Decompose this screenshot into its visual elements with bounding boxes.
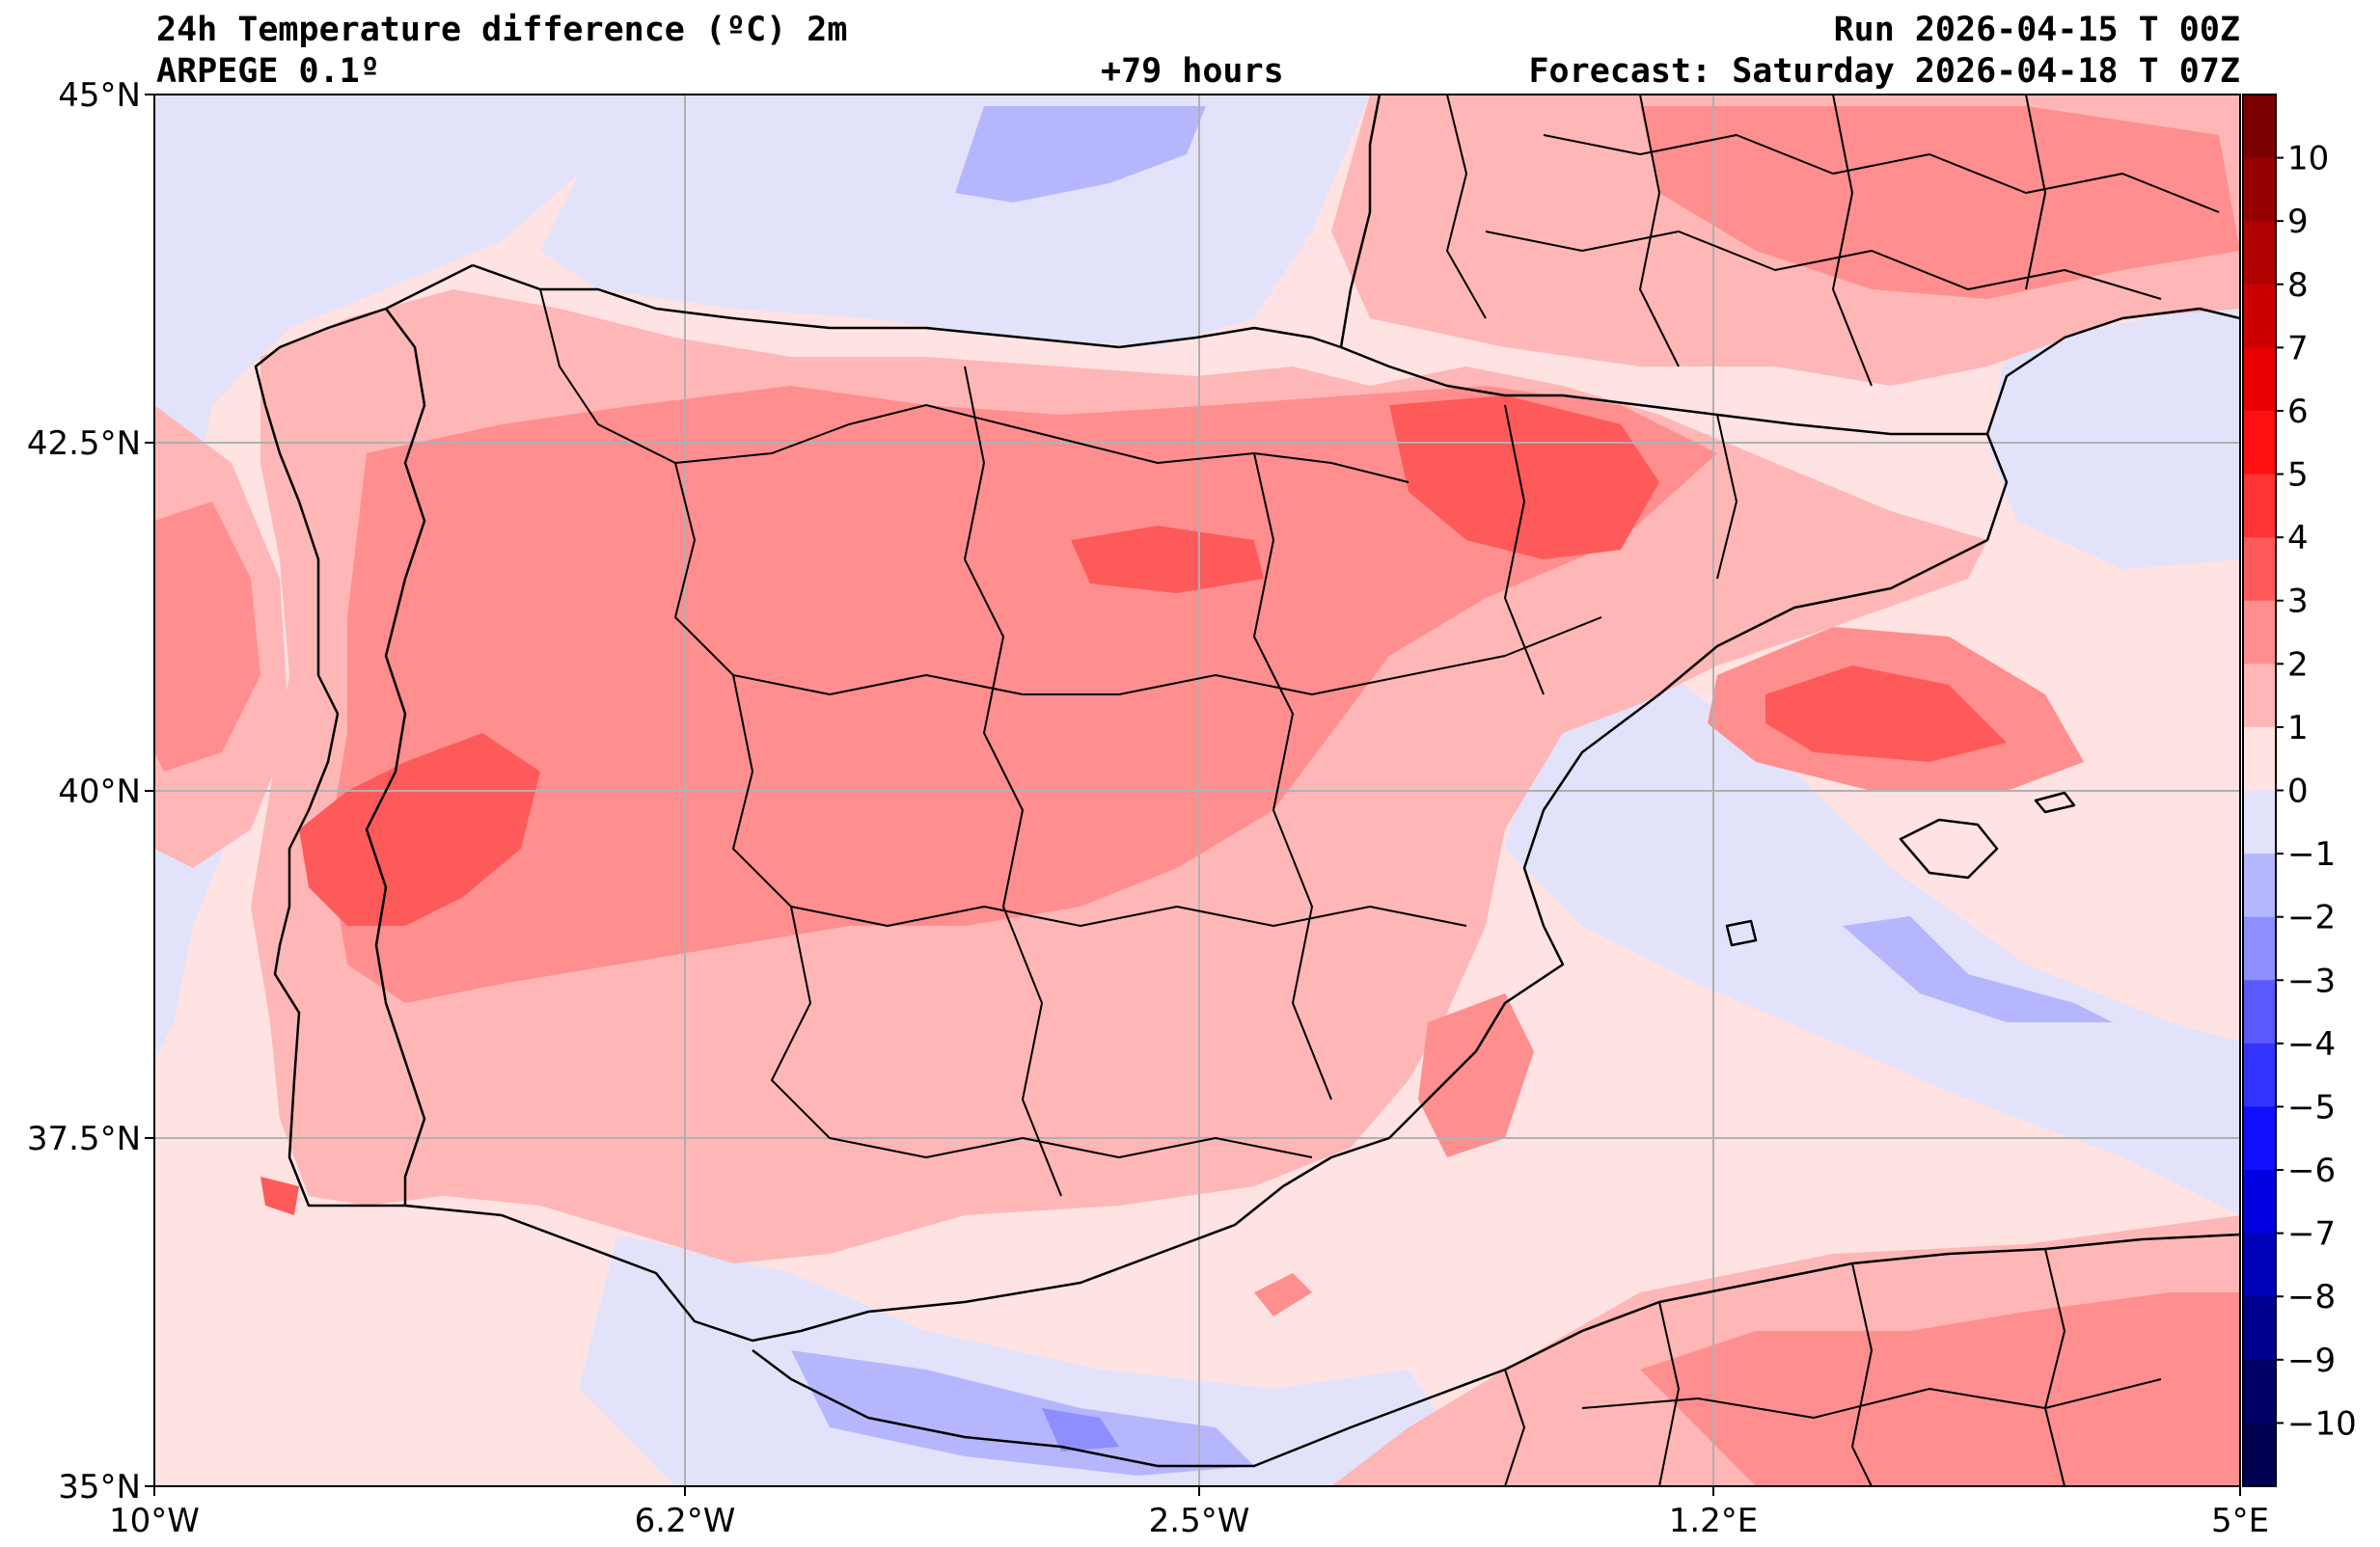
colorbar-segment [2243, 854, 2276, 918]
axis-ticks [145, 94, 2241, 1496]
model-name: ARPEGE 0.1º [156, 52, 380, 91]
gulf-lion-cool-area [1987, 299, 2240, 569]
province-lines-1 [539, 288, 1737, 1197]
colorbar-segment [2243, 980, 2276, 1045]
colorbar-tick-label: 8 [2287, 266, 2309, 305]
balearic-cool-core [1843, 916, 2113, 1022]
hotspot-med-sea-core [1765, 665, 2007, 762]
map-grid [154, 95, 2240, 1486]
lat-label-42-5n: 42.5°N [27, 424, 141, 463]
colorbar-segment [2243, 1296, 2276, 1361]
colorbar-tick-label: −3 [2287, 962, 2336, 1000]
alboran-cool-peak [1042, 1408, 1119, 1452]
lead-time: +79 hours [1101, 52, 1284, 91]
lon-label-2-5w: 2.5°W [1149, 1502, 1250, 1540]
colorbar-tick-label: −6 [2287, 1152, 2336, 1190]
portugal-border [365, 308, 426, 1206]
north-coastline [472, 263, 1342, 349]
alboran-cool-core [791, 1350, 1254, 1476]
borders [254, 95, 2240, 1486]
hotspot-portugal [299, 733, 540, 926]
colorbar-segment [2243, 726, 2276, 791]
colorbar-tick-label: −4 [2287, 1025, 2336, 1064]
colorbar-segment [2243, 790, 2276, 855]
biscay-cool-core [955, 106, 1206, 203]
lon-label-5e: 5°E [2211, 1502, 2269, 1540]
colorbar-tick-label: 10 [2287, 140, 2329, 178]
colorbar-segment [2243, 221, 2276, 285]
ibiza-island [1725, 919, 1758, 947]
colorbar-segment [2243, 157, 2276, 222]
colorbar-tick-label: −2 [2287, 899, 2336, 937]
colorbar-segment [2243, 600, 2276, 665]
pyrenees-border [1340, 345, 1987, 436]
colorbar-segment [2243, 1170, 2276, 1235]
colorbar-tick-label: 1 [2287, 709, 2309, 747]
menorca-island [2034, 791, 2076, 814]
colorbar-segment [2243, 664, 2276, 728]
hotspot-central [1071, 526, 1264, 593]
atlantic-warm-core [154, 502, 260, 772]
lon-label-1-2e: 1.2°E [1669, 1502, 1759, 1540]
colorbar-segment [2243, 410, 2276, 475]
alboran-warm-spot [1254, 1273, 1312, 1316]
hotspot-cabo-vicente [260, 1177, 299, 1215]
colorbar-tick-label: −10 [2287, 1404, 2357, 1443]
africa-borders [1504, 1248, 2162, 1486]
lon-label-10w: 10°W [109, 1502, 200, 1540]
colorbar-segment [2243, 537, 2276, 602]
north-africa-warm2 [1640, 1292, 2240, 1486]
forecast-time: Forecast: Saturday 2026-04-18 T 07Z [1528, 52, 2240, 91]
mallorca-island [1899, 818, 1999, 880]
map-title: 24h Temperature difference (ºC) 2m [156, 11, 848, 49]
alboran-cool-area [579, 1235, 1447, 1486]
colorbar-tick-label: 5 [2287, 456, 2309, 495]
france-departments [1446, 95, 2220, 387]
colorbar-segment [2243, 284, 2276, 348]
colorbar-tick-label: −5 [2287, 1088, 2336, 1126]
colorbar-tick-label: 9 [2287, 203, 2309, 241]
colorbar-tick-label: 7 [2287, 329, 2309, 367]
lat-label-40n: 40°N [58, 773, 141, 811]
colorbar-tick-label: −9 [2287, 1342, 2336, 1380]
colorbar-segment [2243, 1233, 2276, 1297]
lat-label-35n: 35°N [58, 1468, 141, 1506]
france-coastline [1339, 95, 1381, 348]
colorbar-tick-label: −8 [2287, 1278, 2336, 1316]
hotspot-ebro [1389, 395, 1659, 559]
colorbar-segment [2243, 1423, 2276, 1487]
france-warm2 [1640, 106, 2240, 299]
colorbar-tick-label: −1 [2287, 835, 2336, 874]
atlantic-cool-area [154, 95, 598, 1061]
france-med-coastline [1985, 307, 2240, 435]
colorbar-segment [2243, 1106, 2276, 1171]
colorbar-tick-label: −7 [2287, 1215, 2336, 1254]
colorbar-tick-label: 6 [2287, 393, 2309, 431]
africa-coastline [752, 1233, 2240, 1468]
lat-label-37-5n: 37.5°N [27, 1120, 141, 1158]
iberia-coastline [254, 263, 2009, 1343]
run-time: Run 2026-04-15 T 00Z [1833, 11, 2240, 49]
colorbar-segment [2243, 916, 2276, 981]
colorbar-tick-label: 0 [2287, 773, 2309, 811]
murcia-warm-patch [1418, 993, 1534, 1157]
colorbar-tick-label: 2 [2287, 645, 2309, 684]
colorbar-segment [2243, 1359, 2276, 1424]
colorbar-segment [2243, 95, 2276, 159]
colorbar-segment [2243, 474, 2276, 538]
lat-label-45n: 45°N [58, 76, 141, 115]
lon-label-6-2w: 6.2°W [635, 1502, 736, 1540]
colorbar-tick-label: 4 [2287, 519, 2309, 557]
colorbar-tick-label: 3 [2287, 583, 2309, 621]
colorbar-segment [2243, 1043, 2276, 1107]
colorbar-segment [2243, 347, 2276, 412]
